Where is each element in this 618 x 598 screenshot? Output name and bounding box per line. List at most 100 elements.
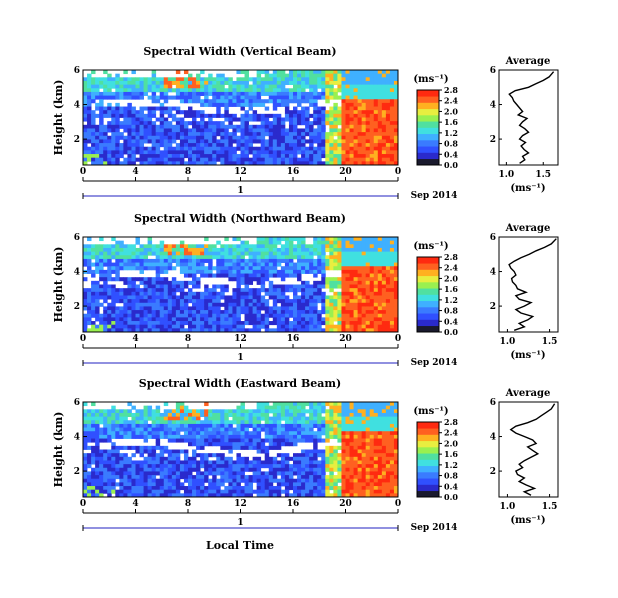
heatmap-cell [99,251,104,256]
heatmap-cell [381,317,387,322]
heatmap-cell [361,143,367,148]
heatmap-cell [389,280,395,285]
heatmap-cell [272,258,278,263]
heatmap-cell [131,295,136,300]
heatmap-cell [232,431,237,436]
heatmap-cell [127,135,132,140]
heatmap-cell [151,445,157,450]
heatmap-cell [151,321,157,326]
heatmap-cell [91,412,96,418]
heatmap-cell [232,266,237,271]
heatmap-cell [220,244,225,249]
heatmap-cell [159,132,165,137]
heatmap-cell [175,284,181,289]
heatmap-cell [293,299,298,304]
heatmap-cell [272,84,278,89]
heatmap-cell [115,434,120,439]
heatmap-cell [188,121,193,126]
heatmap-cell [103,262,108,267]
heatmap-cell [123,150,128,155]
heatmap-cell [107,409,112,414]
heatmap-cell [264,77,270,82]
heatmap-cell [301,328,306,333]
heatmap-cell [103,328,108,333]
heatmap-cell [135,467,140,472]
heatmap-cell [163,91,169,96]
heatmap-cell [224,110,229,115]
heatmap-cell [297,295,302,300]
heatmap-cell [139,157,144,162]
heatmap-cell [244,478,249,483]
heatmap-cell [373,277,379,282]
heatmap-cell [329,150,334,155]
heatmap-cell [216,77,221,82]
heatmap-cell [272,91,278,96]
heatmap-cell [95,442,100,447]
heatmap-cell [131,317,136,322]
heatmap-cell [175,70,181,75]
heatmap-cell [317,324,322,329]
heatmap-cell [393,310,399,315]
heatmap-cell [204,306,209,311]
heatmap-cell [276,237,282,242]
heatmap-cell [95,91,100,96]
heatmap-cell [143,262,149,267]
heatmap-cell [111,157,116,162]
heatmap-cell [107,266,112,271]
heatmap-cell [111,427,116,432]
heatmap-cell [216,471,221,476]
profile-y-tick-label: 4 [490,268,496,278]
heatmap-cell [163,280,169,285]
heatmap-cell [127,493,132,498]
heatmap-cell [147,478,153,483]
heatmap-cell [216,251,221,256]
heatmap-cell [337,328,342,333]
heatmap-cell [256,471,262,476]
heatmap-cell [389,132,395,137]
heatmap-cell [381,150,387,155]
heatmap-cell [232,427,237,432]
heatmap-cell [123,80,128,86]
colorbar-frame [416,256,440,333]
heatmap-cell [341,237,346,242]
heatmap-cell [325,146,330,151]
heatmap-cell [167,409,173,414]
y-tick-label: 4 [74,268,80,278]
heatmap-cell [228,412,233,418]
heatmap-cell [95,146,100,151]
heatmap-cell [244,475,249,480]
heatmap-cell [196,77,201,82]
heatmap-cell [159,244,165,249]
heatmap-cell [127,91,132,96]
heatmap-cell [373,284,379,289]
heatmap-cell [256,478,262,483]
heatmap-cell [91,84,96,89]
heatmap-cell [115,313,120,318]
heatmap-cell [272,150,278,155]
heatmap-cell [333,95,338,100]
heatmap-cell [353,321,359,326]
heatmap-cell [337,157,342,162]
heatmap-cell [313,467,318,472]
heatmap-cell [175,321,181,326]
heatmap-cell [196,88,201,93]
heatmap-cell [256,486,262,491]
heatmap-cell [91,467,96,472]
heatmap-cell [329,251,334,256]
heatmap-cell [228,423,233,428]
heatmap-cell [107,284,112,289]
heatmap-cell [228,434,233,439]
heatmap-cell [256,427,262,432]
heatmap-cell [268,143,274,148]
heatmap-cell [200,471,205,476]
heatmap-cell [345,135,350,140]
heatmap-cell [204,84,209,89]
heatmap-cell [147,317,153,322]
heatmap-cell [196,150,201,155]
heatmap-cell [111,251,116,256]
heatmap-cell [297,244,302,249]
heatmap-cell [224,321,229,326]
heatmap-cell [377,88,383,93]
heatmap-cell [345,143,350,148]
heatmap-cell [192,110,197,115]
